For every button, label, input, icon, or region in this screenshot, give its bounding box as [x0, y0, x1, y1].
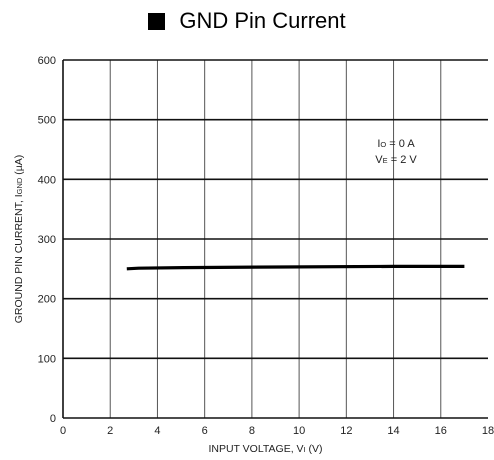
- y-tick-label-5: 500: [38, 115, 56, 127]
- chart-title: GND Pin Current: [179, 8, 346, 33]
- title-square-marker: [148, 12, 166, 30]
- series-line-0: [126, 264, 465, 271]
- y-tick-label-3: 300: [38, 234, 56, 246]
- y-tick-label-1: 100: [38, 353, 56, 365]
- condition-annotation-1-main: V: [375, 154, 383, 166]
- x-tick-label-5: 10: [293, 425, 305, 437]
- series-layer: [126, 264, 465, 271]
- condition-annotation-0-rest: = 0 A: [386, 138, 415, 150]
- chart-title-row: GND Pin Current: [0, 6, 494, 36]
- condition-annotation-0-sub: O: [380, 140, 386, 149]
- x-axis-title-sub: I: [304, 445, 306, 454]
- x-tick-label-2: 4: [154, 425, 160, 437]
- condition-annotation-1-sub: E: [383, 156, 388, 165]
- x-tick-label-1: 2: [107, 425, 113, 437]
- grid: [63, 59, 488, 418]
- labels: 0 100 200 300 400 500 600 0 2 4 6 8 10 12 14 16 18 INPUT …: [13, 55, 494, 455]
- y-tick-label-4: 400: [38, 174, 56, 186]
- x-tick-label-4: 8: [249, 425, 255, 437]
- x-tick-label-3: 6: [202, 425, 208, 437]
- condition-annotation-0-main: I: [377, 138, 380, 150]
- condition-annotation-0: IO = 0 A: [377, 138, 415, 150]
- x-axis-title-unit: (V): [306, 443, 323, 455]
- x-tick-label-8: 16: [435, 425, 447, 437]
- y-tick-label-0: 0: [50, 413, 56, 425]
- y-axis-title-sub: GND: [15, 177, 24, 194]
- condition-annotation-1-rest: = 2 V: [388, 154, 418, 166]
- y-tick-label-2: 200: [38, 294, 56, 306]
- y-axis-title-unit: (µA): [13, 155, 25, 178]
- y-axis-title-main: GROUND PIN CURRENT, I: [13, 194, 25, 323]
- x-axis-title-main: INPUT VOLTAGE, V: [208, 443, 303, 455]
- x-tick-label-7: 14: [387, 425, 399, 437]
- y-axis-title: GROUND PIN CURRENT, IGND (µA): [13, 155, 25, 324]
- x-tick-label-9: 18: [482, 425, 494, 437]
- y-tick-label-6: 600: [38, 55, 56, 67]
- x-axis-title: INPUT VOLTAGE, VI (V): [208, 443, 322, 455]
- condition-annotation-1: VE = 2 V: [375, 154, 417, 166]
- x-tick-label-0: 0: [60, 425, 66, 437]
- axes: [62, 60, 488, 419]
- x-tick-label-6: 12: [340, 425, 352, 437]
